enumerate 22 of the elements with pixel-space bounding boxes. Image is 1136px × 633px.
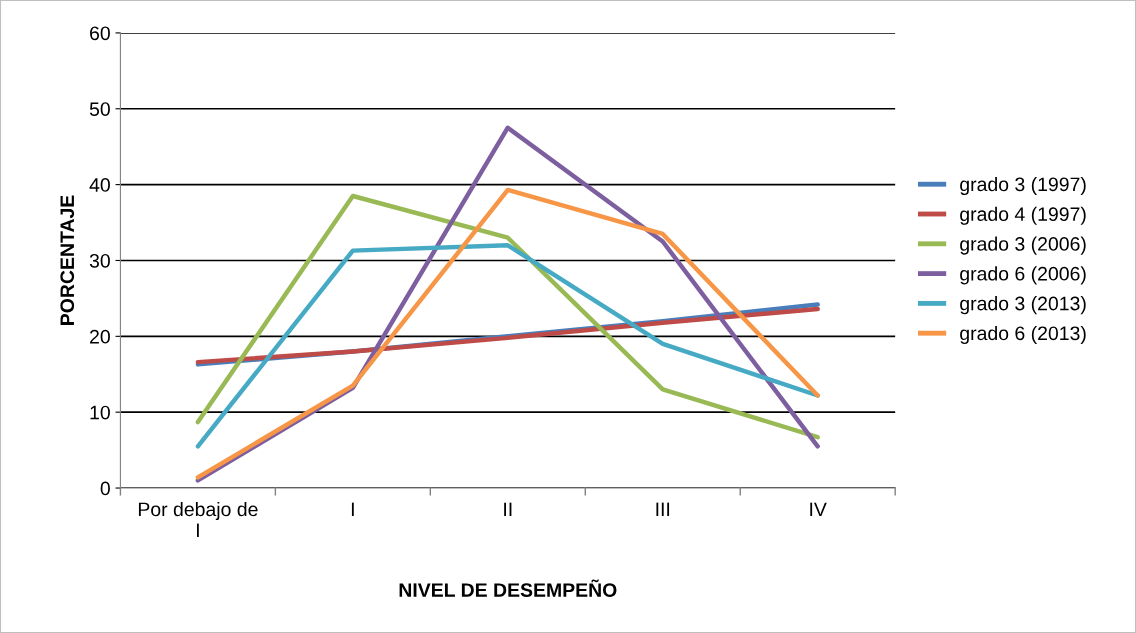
y-tick-label: 30 <box>89 253 110 268</box>
legend-label: grado 4 (1997) <box>960 206 1086 225</box>
y-tick-label: 10 <box>90 405 110 420</box>
y-tick-label: 40 <box>89 178 110 192</box>
y-tick-label: 60 <box>90 26 110 41</box>
line-series <box>195 193 820 440</box>
x-tick-label: III <box>656 502 670 517</box>
legend-label: grado 3 (1997) <box>960 176 1086 196</box>
y-tick-label: 20 <box>90 329 110 344</box>
legend-label: grado 3 (2013) <box>960 296 1086 315</box>
legend-label: grado 3 (2006) <box>960 236 1086 255</box>
x-tick-label: II <box>504 502 512 517</box>
y-tick-label: 50 <box>89 102 110 117</box>
legend-label: grado 6 (2006) <box>960 266 1086 285</box>
x-tick-label: Por debajo de I <box>138 501 258 537</box>
x-axis-title: NIVEL DE DESEMPEÑO <box>399 579 617 597</box>
legend-label: grado 6 (2013) <box>960 325 1086 345</box>
y-tick-label: 0 <box>100 481 110 496</box>
y-axis-title: PORCENTAJE <box>60 195 75 325</box>
x-tick-label: I <box>351 502 354 517</box>
x-tick-label: IV <box>810 502 827 517</box>
line-series <box>195 187 820 480</box>
